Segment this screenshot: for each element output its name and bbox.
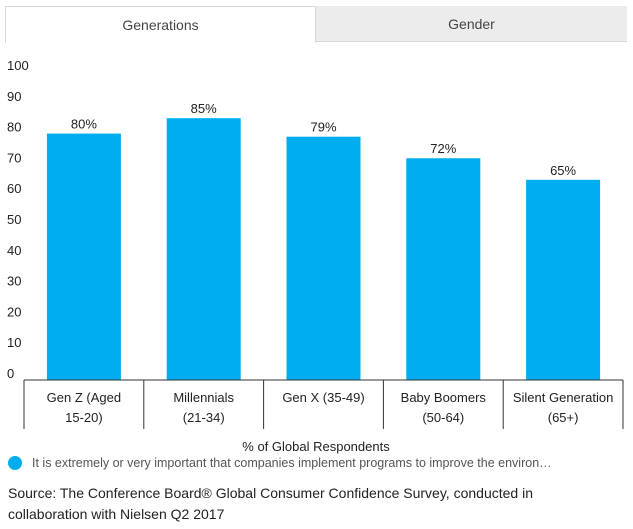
tab-bar: Generations Gender: [5, 6, 627, 43]
x-tick-label: Gen X (35-49): [282, 390, 364, 405]
x-tick-label: Millennials (21-34): [173, 390, 234, 425]
x-tick-label: Baby Boomers (50-64): [401, 390, 487, 425]
y-tick-label: 70: [7, 150, 21, 165]
bar: [286, 136, 361, 380]
data-label: 85%: [191, 101, 217, 116]
data-label: 65%: [550, 163, 576, 178]
y-tick-label: 80: [7, 120, 21, 135]
x-tick-label: Gen Z (Aged 15-20): [47, 390, 121, 425]
bar: [46, 133, 121, 380]
bar: [526, 179, 601, 380]
legend-entry-label: It is extremely or very important that c…: [32, 456, 552, 470]
y-tick-label: 30: [7, 274, 21, 289]
y-tick-label: 0: [7, 366, 14, 381]
bar: [166, 118, 241, 380]
y-tick-label: 40: [7, 243, 21, 258]
y-tick-label: 60: [7, 181, 21, 196]
source-note: Source: The Conference Board® Global Con…: [8, 485, 533, 522]
y-tick-label: 100: [7, 58, 29, 73]
y-tick-label: 90: [7, 89, 21, 104]
data-label: 80%: [71, 117, 97, 132]
bar-chart: 0 10 20 30 40 50 60 70 80 90 100 80% 85% 79% 72% 65% Gen…: [7, 58, 624, 454]
x-axis-title: % of Global Respondents: [242, 439, 390, 454]
y-tick-label: 50: [7, 212, 21, 227]
y-tick-label: 10: [7, 335, 21, 350]
tab-gender[interactable]: Gender: [448, 16, 495, 32]
data-label: 72%: [430, 141, 456, 156]
legend-swatch-icon[interactable]: [8, 456, 22, 470]
bar: [406, 158, 481, 380]
data-label: 79%: [310, 120, 336, 135]
y-tick-label: 20: [7, 304, 21, 319]
legend: It is extremely or very important that c…: [8, 456, 552, 470]
tab-generations[interactable]: Generations: [5, 6, 316, 43]
x-tick-label: Silent Generation (65+): [513, 390, 613, 425]
